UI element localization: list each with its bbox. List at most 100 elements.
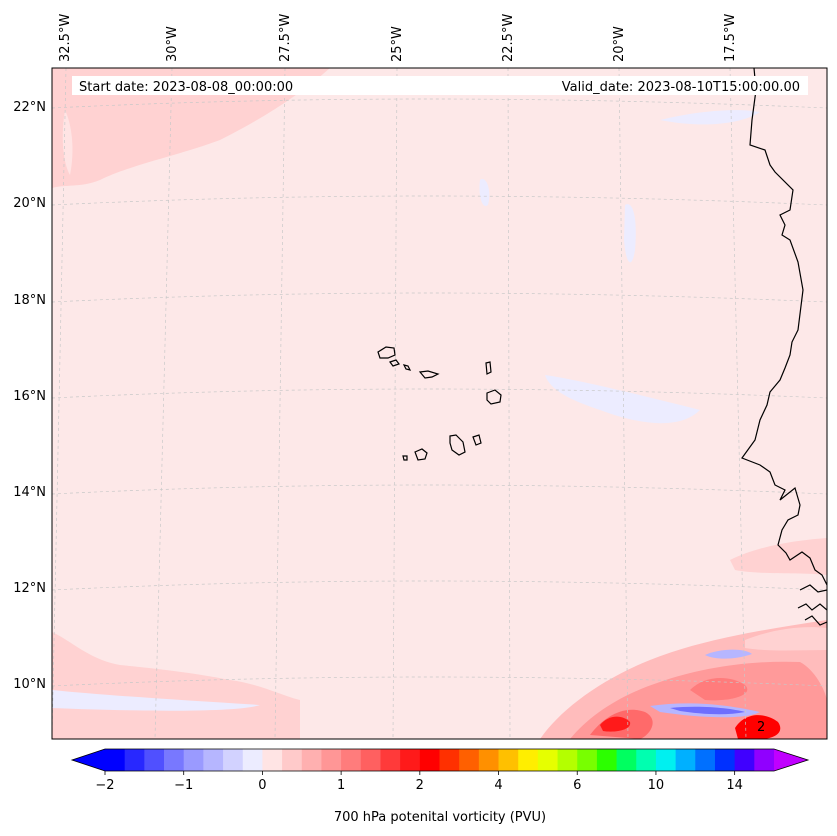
colorbar-cell	[478, 749, 499, 771]
pv-contour-nw	[52, 68, 330, 188]
colorbar-cell	[242, 749, 263, 771]
map-panel: 2	[52, 68, 827, 739]
colorbar-cell	[400, 749, 421, 771]
island-sao-vicente	[389, 359, 400, 367]
colorbar-over-arrow	[774, 749, 808, 771]
colorbar-cell	[734, 749, 755, 771]
colorbar-tick-label: 0	[258, 778, 266, 793]
colorbar-cell	[164, 749, 185, 771]
colorbar-cell	[518, 749, 539, 771]
colorbar-cell	[695, 749, 716, 771]
island-brava	[402, 455, 408, 461]
lon-label: 17.5°W	[723, 14, 738, 62]
lon-label: 32.5°W	[58, 14, 73, 62]
colorbar-cells	[105, 749, 775, 771]
pv-contour-se-core-2	[735, 715, 781, 739]
longitude-labels: 32.5°W 30°W 27.5°W 25°W 22.5°W 20°W 17.5…	[58, 14, 738, 62]
colorbar-cell	[223, 749, 244, 771]
valid-date-text: Valid_date: 2023-08-10T15:00:00.00	[562, 80, 800, 95]
island-boa-vista	[486, 389, 502, 405]
colorbar-tick-label: 1	[337, 778, 345, 793]
africa-coastline	[741, 68, 827, 586]
colorbar-cell	[282, 749, 303, 771]
colorbar-cell	[577, 749, 598, 771]
colorbar-cell	[105, 749, 126, 771]
latitude-labels: 22°N 20°N 18°N 16°N 14°N 12°N 10°N	[13, 100, 46, 692]
lat-label: 22°N	[13, 100, 46, 115]
pv-contour-nw-inner	[62, 110, 73, 175]
pv-faint-blue-1	[545, 375, 700, 424]
colorbar-cell	[360, 749, 381, 771]
colorbar-cell	[419, 749, 440, 771]
island-santa-luzia	[402, 364, 412, 371]
lat-label: 16°N	[13, 389, 46, 404]
colorbar-cell	[341, 749, 362, 771]
pv-faint-blue-3	[624, 204, 636, 263]
colorbar-cell	[675, 749, 696, 771]
colorbar-cell	[321, 749, 342, 771]
lat-label: 20°N	[13, 196, 46, 211]
map-frame	[51, 67, 828, 740]
island-santo-antao	[377, 346, 396, 359]
colorbar-tick-label: 10	[648, 778, 665, 793]
colorbar-tick-label: 2	[416, 778, 424, 793]
colorbar-cell	[636, 749, 657, 771]
colorbar-under-arrow	[72, 749, 105, 771]
lat-label: 12°N	[13, 581, 46, 596]
graticule	[52, 68, 827, 739]
colorbar-cell	[183, 749, 204, 771]
pv-negative-small	[705, 649, 752, 659]
colorbar-tick-label: −2	[95, 778, 114, 793]
island-sal	[485, 361, 492, 375]
colorbar-cell	[616, 749, 637, 771]
lon-label: 30°W	[165, 26, 180, 62]
lon-label: 27.5°W	[278, 14, 293, 62]
cape-verde-islands	[377, 346, 502, 461]
colorbar-cell	[596, 749, 617, 771]
lat-label: 10°N	[13, 677, 46, 692]
pv-faint-blue-4	[479, 179, 490, 206]
island-fogo	[414, 448, 428, 461]
colorbar: −2 −1 0 1 2 4 6 10 14 700 hPa potenital vorticit…	[70, 748, 810, 825]
lat-label: 18°N	[13, 293, 46, 308]
start-date-text: Start date: 2023-08-08_00:00:00	[79, 80, 293, 95]
colorbar-cell	[537, 749, 558, 771]
colorbar-cell	[557, 749, 578, 771]
colorbar-cell	[203, 749, 224, 771]
colorbar-cell	[301, 749, 322, 771]
colorbar-cell	[498, 749, 519, 771]
lon-label: 20°W	[612, 26, 627, 62]
colorbar-cell	[714, 749, 736, 771]
colorbar-tick-label: 6	[573, 778, 581, 793]
colorbar-cell	[144, 749, 165, 771]
colorbar-cell	[439, 749, 460, 771]
contour-label: 2	[757, 720, 765, 735]
map-background	[52, 68, 827, 739]
lon-label: 22.5°W	[501, 14, 516, 62]
colorbar-cell	[459, 749, 480, 771]
colorbar-cell	[754, 749, 775, 771]
colorbar-tick-label: 14	[726, 778, 743, 793]
pv-faint-blue-2	[660, 110, 760, 125]
island-sao-nicolau	[418, 370, 440, 379]
lat-label: 14°N	[13, 485, 46, 500]
info-box	[72, 76, 808, 95]
island-maio	[472, 434, 482, 446]
colorbar-cell	[655, 749, 677, 771]
lon-label: 25°W	[390, 26, 405, 62]
colorbar-title: 700 hPa potenital vorticity (PVU)	[334, 810, 546, 825]
island-santiago	[449, 434, 466, 456]
colorbar-cell	[380, 749, 401, 771]
pv-contour-low-west	[52, 632, 300, 739]
colorbar-ticks: −2 −1 0 1 2 4 6 10 14	[95, 771, 743, 793]
pv-contour-se-4	[690, 678, 748, 701]
pv-negative-band-core	[670, 706, 745, 715]
colorbar-cell	[124, 749, 145, 771]
pv-faint-red-coast-2	[745, 627, 827, 651]
pv-faint-red-coast	[730, 538, 827, 575]
colorbar-cell	[262, 749, 283, 771]
pv-contour-se-core	[600, 716, 631, 732]
africa-coastline-south	[797, 584, 827, 626]
colorbar-tick-label: −1	[174, 778, 193, 793]
